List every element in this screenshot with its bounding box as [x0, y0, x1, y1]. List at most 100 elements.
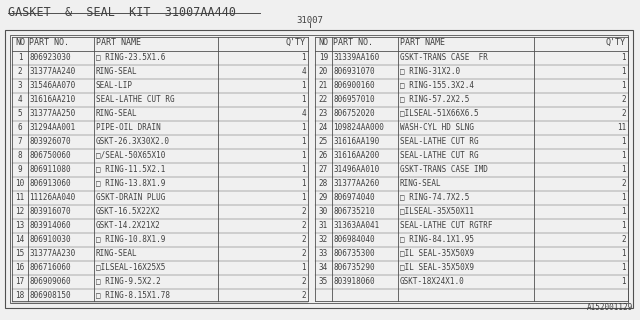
- Text: 24: 24: [319, 123, 328, 132]
- Text: SEAL-LATHE CUT RGTRF: SEAL-LATHE CUT RGTRF: [400, 220, 493, 229]
- Text: 1: 1: [621, 193, 626, 202]
- Text: PART NAME: PART NAME: [400, 38, 445, 47]
- Bar: [5, 30, 633, 308]
- Text: 25: 25: [319, 137, 328, 146]
- Text: 33: 33: [319, 249, 328, 258]
- Text: 34: 34: [319, 262, 328, 271]
- Text: □IL SEAL-35X50X9: □IL SEAL-35X50X9: [400, 249, 474, 258]
- Text: 12: 12: [15, 206, 24, 215]
- Text: 806735210: 806735210: [333, 206, 374, 215]
- Text: 2: 2: [301, 291, 306, 300]
- Text: 27: 27: [319, 164, 328, 173]
- Text: GSKT-16.5X22X2: GSKT-16.5X22X2: [96, 206, 161, 215]
- Text: 1: 1: [621, 164, 626, 173]
- Text: 803918060: 803918060: [333, 276, 374, 285]
- Text: 806908150: 806908150: [29, 291, 70, 300]
- Text: □ RING-57.2X2.5: □ RING-57.2X2.5: [400, 94, 469, 103]
- Text: □ RING-10.8X1.9: □ RING-10.8X1.9: [96, 235, 165, 244]
- Text: 806957010: 806957010: [333, 94, 374, 103]
- Text: NO: NO: [319, 38, 328, 47]
- Text: 11126AA040: 11126AA040: [29, 193, 76, 202]
- Text: 31546AA070: 31546AA070: [29, 81, 76, 90]
- Text: 31616AA210: 31616AA210: [29, 94, 76, 103]
- Text: Q'TY: Q'TY: [286, 38, 306, 47]
- Text: GSKT-TRANS CASE  FR: GSKT-TRANS CASE FR: [400, 52, 488, 61]
- Text: 32: 32: [319, 235, 328, 244]
- Text: NO: NO: [15, 38, 25, 47]
- Text: 1: 1: [301, 193, 306, 202]
- Text: 31: 31: [319, 220, 328, 229]
- Text: A152001129: A152001129: [587, 303, 633, 312]
- Text: □ RING-84.1X1.95: □ RING-84.1X1.95: [400, 235, 474, 244]
- Text: 1: 1: [301, 137, 306, 146]
- Text: □ RING-23.5X1.6: □ RING-23.5X1.6: [96, 52, 165, 61]
- Text: □ RING-155.3X2.4: □ RING-155.3X2.4: [400, 81, 474, 90]
- Text: □ RING-13.8X1.9: □ RING-13.8X1.9: [96, 179, 165, 188]
- Text: WASH-CYL HD SLNG: WASH-CYL HD SLNG: [400, 123, 474, 132]
- Text: 1: 1: [621, 67, 626, 76]
- Text: 2: 2: [301, 276, 306, 285]
- Text: □IL SEAL-35X50X9: □IL SEAL-35X50X9: [400, 262, 474, 271]
- Text: □ RING-8.15X1.78: □ RING-8.15X1.78: [96, 291, 170, 300]
- Text: 31496AA010: 31496AA010: [333, 164, 380, 173]
- Text: 20: 20: [319, 67, 328, 76]
- Text: 5: 5: [18, 108, 22, 117]
- Text: 806913060: 806913060: [29, 179, 70, 188]
- Text: RING-SEAL: RING-SEAL: [96, 67, 138, 76]
- Text: 6: 6: [18, 123, 22, 132]
- Text: PART NO.: PART NO.: [333, 38, 373, 47]
- Text: 31616AA190: 31616AA190: [333, 137, 380, 146]
- Text: 806750060: 806750060: [29, 150, 70, 159]
- Text: 1: 1: [621, 81, 626, 90]
- Text: 803926070: 803926070: [29, 137, 70, 146]
- Text: 4: 4: [301, 108, 306, 117]
- Text: 16: 16: [15, 262, 24, 271]
- Text: 31007: 31007: [296, 16, 323, 25]
- Text: RING-SEAL: RING-SEAL: [400, 179, 442, 188]
- Text: 806931070: 806931070: [333, 67, 374, 76]
- Text: 1: 1: [301, 150, 306, 159]
- Text: 806909060: 806909060: [29, 276, 70, 285]
- Text: 28: 28: [319, 179, 328, 188]
- Text: 2: 2: [621, 108, 626, 117]
- Text: 1: 1: [301, 123, 306, 132]
- Text: 13: 13: [15, 220, 24, 229]
- Text: 1: 1: [621, 206, 626, 215]
- Text: 35: 35: [319, 276, 328, 285]
- Text: 2: 2: [301, 220, 306, 229]
- Text: 806984040: 806984040: [333, 235, 374, 244]
- Text: □ILSEAL-51X66X6.5: □ILSEAL-51X66X6.5: [400, 108, 479, 117]
- Text: GSKT-18X24X1.0: GSKT-18X24X1.0: [400, 276, 465, 285]
- Text: 11: 11: [617, 123, 626, 132]
- Text: 109824AA000: 109824AA000: [333, 123, 384, 132]
- Text: 806735290: 806735290: [333, 262, 374, 271]
- Text: 26: 26: [319, 150, 328, 159]
- Text: SEAL-LATHE CUT RG: SEAL-LATHE CUT RG: [400, 137, 479, 146]
- Text: SEAL-LIP: SEAL-LIP: [96, 81, 133, 90]
- Text: 1: 1: [621, 262, 626, 271]
- Text: 806911080: 806911080: [29, 164, 70, 173]
- Text: 1: 1: [301, 164, 306, 173]
- Text: 31294AA001: 31294AA001: [29, 123, 76, 132]
- Text: 2: 2: [621, 94, 626, 103]
- Text: □ RING-74.7X2.5: □ RING-74.7X2.5: [400, 193, 469, 202]
- Text: 19: 19: [319, 52, 328, 61]
- Text: 10: 10: [15, 179, 24, 188]
- Text: GSKT-14.2X21X2: GSKT-14.2X21X2: [96, 220, 161, 229]
- Text: 806974040: 806974040: [333, 193, 374, 202]
- Text: 1: 1: [621, 276, 626, 285]
- Text: 1: 1: [621, 249, 626, 258]
- Text: PART NAME: PART NAME: [96, 38, 141, 47]
- Text: 7: 7: [18, 137, 22, 146]
- Text: 1: 1: [621, 52, 626, 61]
- Text: 806923030: 806923030: [29, 52, 70, 61]
- Text: 31377AA260: 31377AA260: [333, 179, 380, 188]
- Text: 1: 1: [621, 150, 626, 159]
- Text: 1: 1: [301, 94, 306, 103]
- Text: PART NO.: PART NO.: [29, 38, 69, 47]
- Text: 806716060: 806716060: [29, 262, 70, 271]
- Text: □/SEAL-50X65X10: □/SEAL-50X65X10: [96, 150, 165, 159]
- Text: 17: 17: [15, 276, 24, 285]
- Text: □ RING-11.5X2.1: □ RING-11.5X2.1: [96, 164, 165, 173]
- Text: □ RING-31X2.0: □ RING-31X2.0: [400, 67, 460, 76]
